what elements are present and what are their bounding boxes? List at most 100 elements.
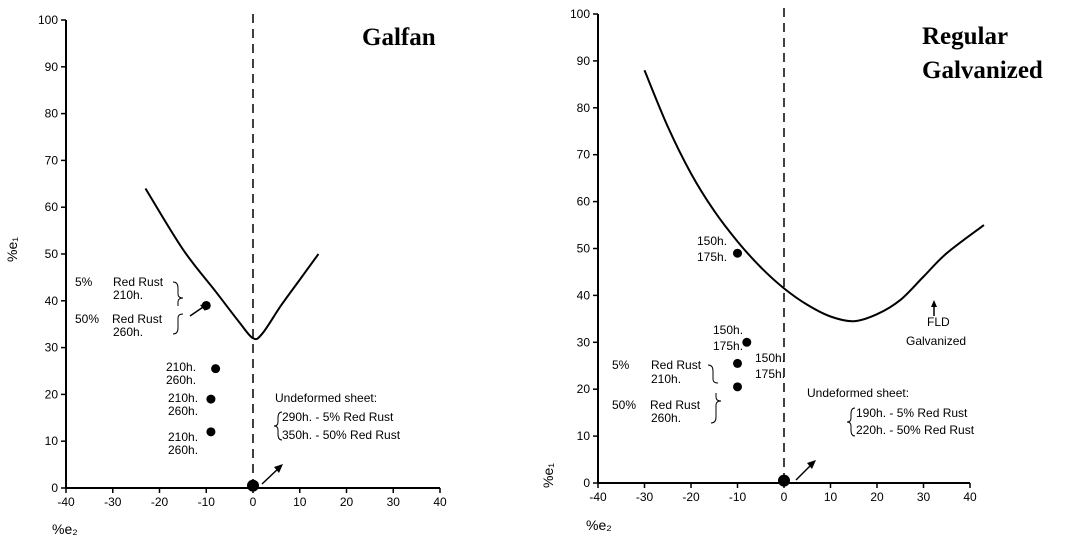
data-point	[733, 382, 742, 392]
galvanized-ann-red-rust-top: Red Rust	[651, 358, 702, 372]
galvanized-brace-top	[707, 364, 719, 384]
galvanized-fld-curve	[643, 69, 985, 323]
galvanized-ticks: 0 10 20 30 40 50 60 70 80 90 100 -40 -30 -20 -10 0 10 20 3…	[570, 7, 977, 504]
galfan-ann-red-rust-bottom: Red Rust	[112, 312, 163, 326]
x-tick-label: -20	[682, 490, 700, 504]
galvanized-ann-210h: 210h.	[651, 372, 681, 386]
y-tick-label: 50	[45, 247, 59, 261]
y-tick-label: 60	[577, 195, 591, 209]
galfan-ann-210h: 210h.	[113, 288, 143, 302]
y-tick-label: 100	[570, 7, 590, 21]
data-point	[733, 358, 742, 368]
galvanized-label-p3b: 175h.	[755, 367, 785, 381]
x-tick-label: 30	[917, 490, 931, 504]
galvanized-label-p2b: 175h.	[713, 339, 743, 353]
y-tick-label: 50	[577, 242, 591, 256]
data-point	[206, 394, 216, 404]
x-tick-label: 40	[963, 490, 977, 504]
galvanized-fld-arrowhead	[931, 300, 937, 307]
galvanized-x-axis-label: %e₂	[586, 517, 612, 533]
x-tick-label: 0	[250, 495, 257, 509]
galvanized-ann-red-rust-bottom: Red Rust	[650, 398, 701, 412]
galvanized-origin-arrow	[795, 463, 813, 481]
galfan-ann-50pct: 50%	[75, 312, 99, 326]
x-tick-label: 20	[340, 495, 354, 509]
origin-data-point	[778, 474, 790, 487]
y-tick-label: 90	[577, 54, 591, 68]
galfan-ann-arrowhead	[200, 303, 209, 311]
galvanized-points	[733, 248, 790, 487]
galfan-brace-top	[172, 281, 184, 306]
galfan-label-p3a: 210h.	[168, 391, 198, 405]
galvanized-undeformed-title: Undeformed sheet:	[807, 386, 909, 400]
x-tick-label: 20	[870, 490, 884, 504]
galfan-label-p3b: 260h.	[168, 404, 198, 418]
galvanized-label-p3a: 150h.	[755, 351, 785, 365]
galfan-y-axis-label: %e₁	[4, 237, 20, 262]
y-tick-label: 0	[51, 481, 58, 495]
galfan-ann-260h: 260h.	[113, 325, 143, 339]
galvanized-undeformed-brace	[846, 407, 856, 437]
galvanized-label-p2a: 150h.	[713, 323, 743, 337]
galvanized-undeformed-line1: 190h. - 5% Red Rust	[856, 406, 968, 420]
galvanized-origin-arrowhead	[807, 460, 816, 469]
galfan-undeformed-title: Undeformed sheet:	[275, 391, 377, 405]
galvanized-undeformed-line2: 220h. - 50% Red Rust	[856, 423, 975, 437]
y-tick-label: 20	[45, 387, 59, 401]
galvanized-chart: 0 10 20 30 40 50 60 70 80 90 100 -40 -30 -20 -10 0 10 20 3…	[540, 7, 1043, 533]
galvanized-brace-bottom	[710, 393, 722, 424]
x-tick-label: -40	[57, 495, 75, 509]
x-tick-label: -40	[589, 490, 607, 504]
galvanized-label-p1b: 175h.	[697, 250, 727, 264]
galvanized-ann-260h: 260h.	[651, 411, 681, 425]
galfan-fld-curve	[144, 187, 320, 341]
galfan-brace-bottom	[172, 313, 184, 335]
galvanized-fld-label2: Galvanized	[906, 334, 966, 348]
y-tick-label: 70	[577, 148, 591, 162]
galvanized-y-axis-label: %e₁	[540, 463, 556, 488]
galfan-undeformed-brace	[273, 411, 283, 441]
x-tick-label: 40	[433, 495, 447, 509]
y-tick-label: 30	[577, 335, 591, 349]
galfan-label-p4a: 210h.	[168, 430, 198, 444]
galvanized-ann-5pct: 5%	[612, 358, 630, 372]
galfan-ann-5pct: 5%	[75, 275, 93, 289]
galfan-chart: 0 10 20 30 40 50 60 70 80 90 100 -40 -30 -20 -10 0 10 20 3…	[4, 13, 447, 537]
y-tick-label: 60	[45, 200, 59, 214]
data-point	[211, 364, 221, 374]
y-tick-label: 80	[45, 107, 59, 121]
x-tick-label: 10	[293, 495, 307, 509]
x-tick-label: -30	[104, 495, 122, 509]
galfan-label-p2b: 260h.	[166, 373, 196, 387]
y-tick-label: 40	[45, 294, 59, 308]
galfan-undeformed-line2: 350h. - 50% Red Rust	[282, 428, 401, 442]
data-point	[742, 337, 752, 347]
galfan-ticks: 0 10 20 30 40 50 60 70 80 90 100 -40 -30 -20 -10 0 10 20 3…	[38, 13, 447, 509]
x-tick-label: -10	[729, 490, 747, 504]
galfan-label-p4b: 260h.	[168, 443, 198, 457]
galvanized-label-p1a: 150h.	[697, 234, 727, 248]
y-tick-label: 20	[577, 382, 591, 396]
galfan-points	[201, 300, 259, 492]
data-point	[733, 248, 742, 258]
galfan-ann-red-rust-top: Red Rust	[113, 275, 164, 289]
y-tick-label: 40	[577, 288, 591, 302]
galfan-undeformed-line1: 290h. - 5% Red Rust	[282, 410, 394, 424]
x-tick-label: 0	[781, 490, 788, 504]
data-point	[206, 427, 216, 437]
galvanized-fld-label1: FLD	[927, 315, 950, 329]
y-tick-label: 10	[45, 434, 59, 448]
x-tick-label: -30	[636, 490, 654, 504]
x-tick-label: 30	[387, 495, 401, 509]
galfan-label-p2a: 210h.	[166, 360, 196, 374]
galvanized-title-line1: Regular	[922, 23, 1008, 50]
y-tick-label: 30	[45, 341, 59, 355]
y-tick-label: 100	[38, 13, 58, 27]
x-tick-label: 10	[824, 490, 838, 504]
y-tick-label: 70	[45, 153, 59, 167]
x-tick-label: -20	[151, 495, 169, 509]
y-tick-label: 90	[45, 60, 59, 74]
x-tick-label: -10	[198, 495, 216, 509]
y-tick-label: 10	[577, 429, 591, 443]
